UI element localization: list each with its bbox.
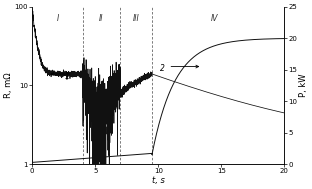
X-axis label: t, s: t, s: [152, 176, 165, 185]
Text: III: III: [133, 14, 139, 23]
Text: 2: 2: [160, 64, 164, 73]
Text: IV: IV: [211, 14, 219, 23]
Text: 1: 1: [65, 72, 70, 81]
Y-axis label: P, kW: P, kW: [299, 74, 308, 97]
Text: I: I: [56, 14, 59, 23]
Text: II: II: [99, 14, 104, 23]
Y-axis label: R, mΩ: R, mΩ: [4, 73, 13, 98]
